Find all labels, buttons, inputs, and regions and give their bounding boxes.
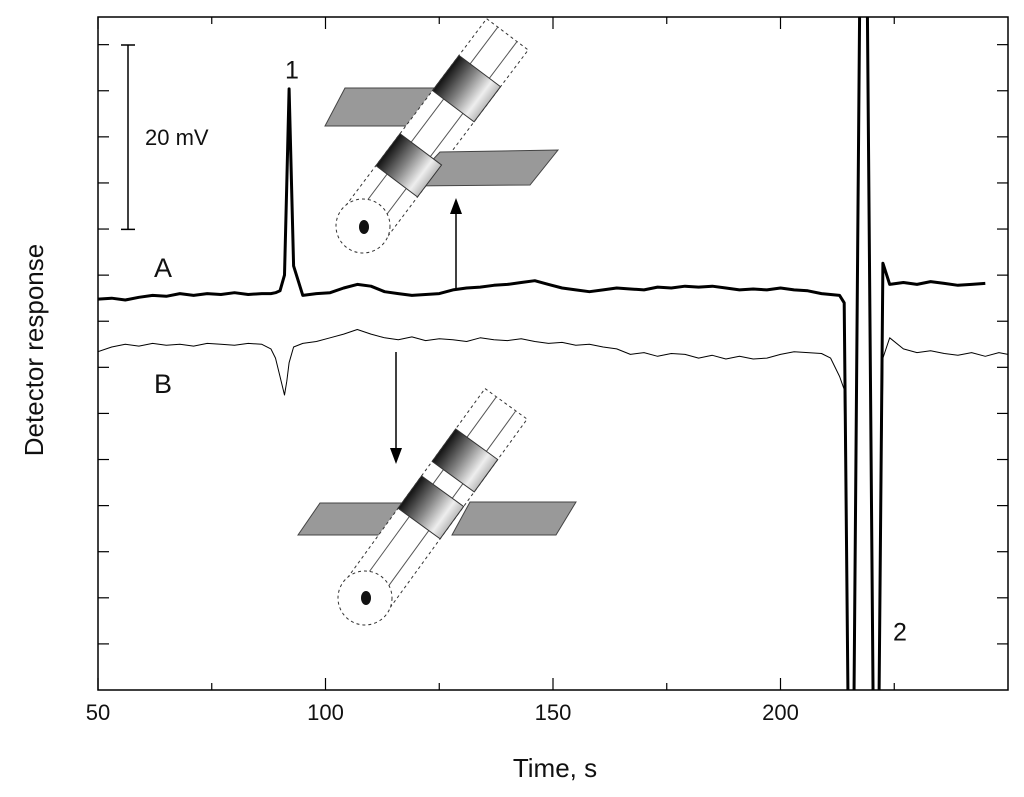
peak-label: 2 xyxy=(893,619,907,647)
peak-label: 1 xyxy=(285,57,299,85)
capillary-illustration xyxy=(297,352,577,626)
series-label: B xyxy=(154,369,172,399)
x-tick-label: 200 xyxy=(762,700,799,725)
x-tick-label: 150 xyxy=(535,700,572,725)
x-axis-label: Time, s xyxy=(513,753,597,783)
x-tick-label: 50 xyxy=(86,700,110,725)
x-tick-label: 100 xyxy=(307,700,344,725)
capillary-illustration xyxy=(324,17,560,288)
series-line xyxy=(98,17,1008,690)
series-label: A xyxy=(154,253,172,283)
scale-bar-label: 20 mV xyxy=(145,125,209,150)
scale-bar: 20 mV xyxy=(121,44,209,231)
plot-area xyxy=(98,17,1008,690)
series-line xyxy=(98,17,986,690)
y-axis-label: Detector response xyxy=(19,244,49,456)
